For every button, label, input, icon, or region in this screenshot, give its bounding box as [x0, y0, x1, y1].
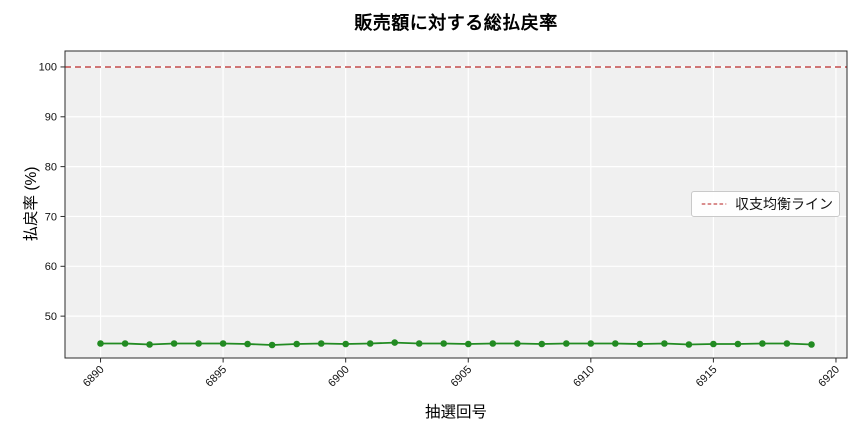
data-series	[97, 339, 815, 349]
data-point	[366, 340, 374, 347]
y-tick-label: 100	[39, 62, 57, 74]
data-point	[587, 340, 595, 347]
legend: 収支均衡ライン	[691, 191, 840, 217]
x-tick-label: 6905	[449, 364, 475, 390]
data-point	[685, 341, 693, 348]
data-point	[538, 340, 546, 348]
data-point	[612, 340, 619, 347]
data-point	[268, 341, 276, 349]
y-tick-label: 70	[45, 211, 57, 223]
series-line	[100, 341, 812, 346]
chart-title: 販売額に対する総払戻率	[354, 13, 558, 33]
data-point	[317, 340, 325, 347]
data-point	[465, 340, 472, 348]
dashed-line-icon	[701, 203, 727, 205]
data-point	[514, 340, 521, 347]
data-point	[219, 340, 227, 347]
data-point	[636, 340, 644, 348]
data-point	[661, 340, 668, 347]
data-point	[759, 340, 766, 347]
x-tick-label: 6895	[203, 364, 229, 390]
data-point	[170, 340, 178, 347]
y-tick-label: 60	[45, 261, 57, 273]
y-tick-label: 50	[45, 311, 57, 323]
x-tick-label: 6915	[694, 364, 720, 390]
data-point	[415, 340, 423, 347]
y-tick-label: 80	[45, 161, 57, 173]
y-axis-label: 払戻率 (%)	[23, 166, 40, 242]
x-axis-ticks: 6890 6895 6900 6905 6910 6915 6920	[81, 358, 842, 389]
data-point	[710, 340, 717, 348]
data-point	[808, 341, 815, 348]
data-point	[97, 340, 104, 347]
data-point	[440, 340, 448, 347]
x-tick-label: 6920	[816, 364, 842, 390]
legend-label: 収支均衡ライン	[735, 196, 833, 212]
data-point	[293, 340, 301, 348]
x-tick-label: 6900	[326, 364, 352, 390]
data-point	[563, 340, 570, 347]
axes-spines	[64, 50, 848, 359]
data-point	[783, 340, 791, 347]
data-point	[489, 340, 497, 347]
x-tick-label: 6890	[81, 364, 107, 390]
y-axis-ticks: 50 60 70 80 90 100	[39, 62, 65, 323]
data-point	[195, 340, 202, 347]
x-axis-label: 抽選回号	[424, 404, 487, 421]
data-point	[244, 340, 251, 348]
y-tick-label: 90	[45, 112, 57, 124]
data-point	[342, 340, 350, 348]
data-point	[391, 339, 399, 346]
data-point	[121, 340, 129, 347]
data-point	[146, 341, 153, 348]
x-tick-label: 6910	[571, 364, 597, 390]
data-point	[734, 340, 742, 348]
